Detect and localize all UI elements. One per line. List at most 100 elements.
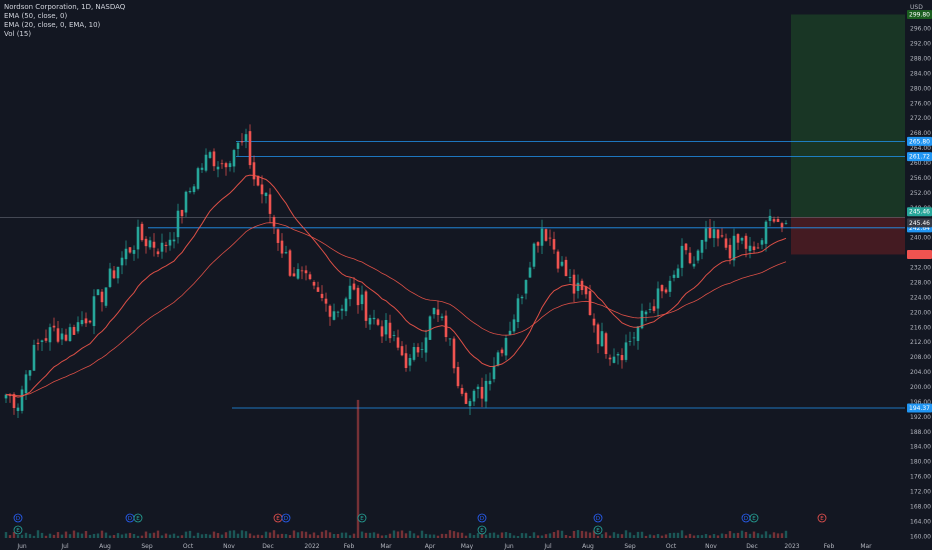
volume-bar	[676, 532, 680, 538]
candle	[520, 295, 524, 305]
candle-body	[752, 246, 756, 251]
volume-bar	[644, 535, 648, 538]
time-tick-label: Sep	[141, 543, 153, 550]
event-letter: D	[480, 516, 484, 522]
candle-body	[432, 307, 436, 315]
volume-bar	[576, 530, 580, 538]
hline-price-badge-bg	[907, 403, 932, 413]
candle-body	[352, 283, 356, 290]
event-marker: E	[477, 525, 487, 535]
candle-body	[312, 281, 316, 286]
event-circle	[133, 513, 143, 523]
volume-bar	[88, 534, 92, 538]
candle	[456, 361, 460, 389]
legend-volume[interactable]: Vol (15)	[4, 30, 32, 38]
candle-body	[508, 330, 512, 335]
volume-bar	[76, 532, 80, 538]
candle	[180, 209, 184, 224]
candle	[404, 344, 408, 372]
candle-body	[308, 274, 312, 280]
volume-bar	[532, 532, 536, 538]
candle-body	[464, 392, 468, 404]
time-axis[interactable]: Jun Jul Aug Sep Oct Nov Dec 2022 Feb Mar Apr May Jun…	[0, 540, 906, 550]
candle	[692, 256, 696, 269]
event-letter: E	[276, 516, 280, 522]
candle-body	[416, 347, 420, 353]
volume-bar	[36, 530, 40, 538]
volume-bar	[144, 531, 148, 538]
volume-bar	[148, 533, 152, 538]
candle-body	[80, 320, 84, 325]
candle	[484, 374, 488, 408]
legend-ema50[interactable]: EMA (50, close, 0)	[4, 12, 68, 20]
entry-price-badge-text: 245.46	[909, 220, 930, 227]
candle	[400, 341, 404, 357]
price-tick-label: 200.00	[910, 384, 931, 391]
price-tick-label: 276.00	[910, 100, 931, 107]
candle	[276, 228, 280, 251]
volume-bar	[564, 534, 568, 538]
time-tick-label: Jun	[16, 543, 27, 550]
candle	[496, 350, 500, 367]
candle	[356, 285, 360, 314]
candle-body	[372, 317, 376, 320]
volume-bar	[448, 530, 452, 538]
candle-body	[36, 342, 40, 344]
candle	[252, 155, 256, 186]
volume-bar	[328, 532, 332, 538]
candle	[20, 385, 24, 414]
volume-bar	[368, 532, 372, 538]
volume-bar	[652, 535, 656, 538]
volume-bar	[396, 531, 400, 538]
candle	[716, 229, 720, 247]
candle-body	[88, 320, 92, 323]
candle-body	[576, 282, 580, 291]
time-tick-label: Nov	[705, 543, 717, 550]
price-axis[interactable]: USD 160.00 164.00 168.00 172.00 176.00 180.00 1…	[906, 0, 932, 550]
stop-price-badge-bg	[907, 249, 932, 259]
candle	[772, 216, 776, 224]
candle-body	[320, 293, 324, 298]
candle	[296, 263, 300, 280]
hline-price-badge: 265.80	[907, 136, 932, 146]
candle	[256, 175, 260, 187]
volume-bar	[312, 532, 316, 538]
price-tick-label: 172.00	[910, 488, 931, 495]
candle	[368, 314, 372, 330]
profit-zone	[791, 14, 905, 218]
volume-bar	[164, 533, 168, 538]
volume-bar	[692, 535, 696, 538]
candle	[36, 338, 40, 351]
candle-body	[712, 229, 716, 239]
candle	[544, 228, 548, 242]
event-letter: E	[820, 516, 824, 522]
volume-bar	[16, 534, 20, 538]
candle	[508, 321, 512, 336]
event-letter: E	[136, 516, 140, 522]
legend-symbol[interactable]: Nordson Corporation, 1D, NASDAQ	[4, 3, 126, 11]
volume-bar	[392, 530, 396, 538]
volume-bar	[96, 533, 100, 538]
price-tick-label: 272.00	[910, 115, 931, 122]
candle	[312, 280, 316, 290]
volume-bar	[628, 532, 632, 538]
price-tick-label: 296.00	[910, 26, 931, 33]
candle	[740, 236, 744, 245]
candle-body	[556, 251, 560, 269]
volume-bar	[688, 533, 692, 538]
candle-body	[684, 243, 688, 251]
volume-bar	[548, 533, 552, 538]
price-tick-label: 184.00	[910, 444, 931, 451]
last-price-badge: 245.46	[907, 207, 932, 217]
candle	[48, 323, 52, 351]
volume-bar	[344, 532, 348, 538]
event-circle	[13, 525, 23, 535]
volume-bar	[672, 532, 676, 538]
candle-body	[296, 269, 300, 279]
legend-ema20[interactable]: EMA (20, close, 0, EMA, 10)	[4, 21, 101, 29]
price-tick-label: 180.00	[910, 459, 931, 466]
volume-bar	[592, 530, 596, 538]
volume-bar	[668, 533, 672, 538]
